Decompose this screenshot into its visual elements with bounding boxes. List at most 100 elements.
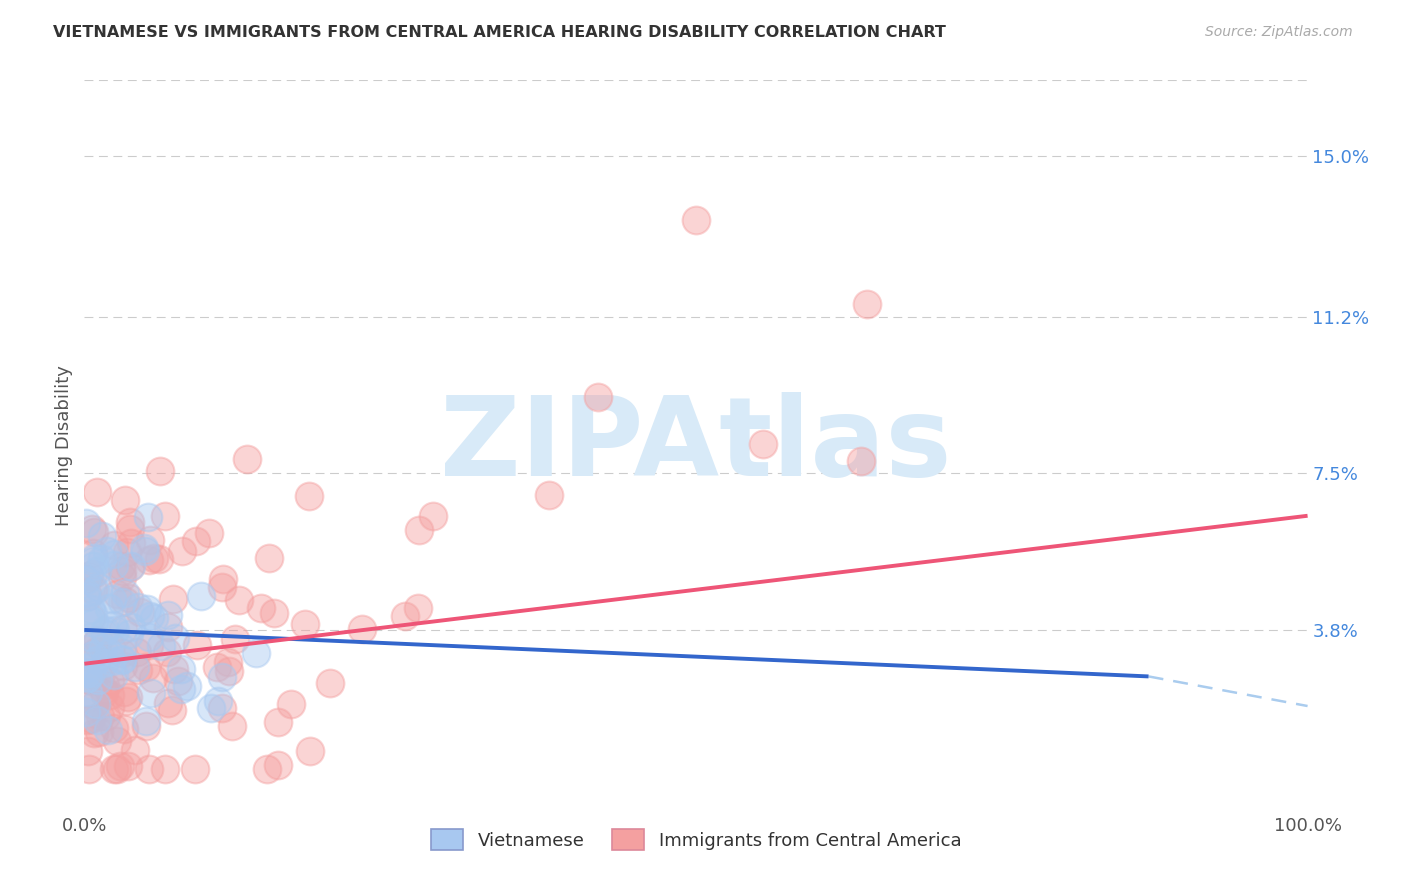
Point xyxy=(752,437,775,451)
Point xyxy=(138,630,160,644)
Point xyxy=(76,672,98,686)
Point xyxy=(198,526,221,541)
Point xyxy=(350,623,373,637)
Point xyxy=(103,558,125,572)
Point xyxy=(135,718,157,732)
Point xyxy=(124,743,146,757)
Point xyxy=(77,610,100,624)
Point xyxy=(100,640,122,654)
Point xyxy=(75,586,97,600)
Point xyxy=(100,654,122,668)
Text: ZIPAtlas: ZIPAtlas xyxy=(440,392,952,500)
Point xyxy=(163,631,186,645)
Point xyxy=(77,670,100,684)
Point xyxy=(83,525,105,540)
Point xyxy=(221,719,243,733)
Point xyxy=(105,763,128,777)
Point xyxy=(157,607,180,622)
Point xyxy=(256,763,278,777)
Point xyxy=(138,509,160,524)
Point xyxy=(82,582,104,597)
Point xyxy=(86,581,108,595)
Point xyxy=(82,607,104,621)
Point xyxy=(266,715,288,730)
Point xyxy=(112,723,135,737)
Point xyxy=(112,684,135,698)
Point xyxy=(110,559,132,574)
Point xyxy=(84,582,107,597)
Point xyxy=(167,674,190,689)
Point xyxy=(124,660,146,674)
Point xyxy=(586,390,609,404)
Point xyxy=(111,646,134,660)
Point xyxy=(162,703,184,717)
Point xyxy=(111,565,134,579)
Point xyxy=(394,609,416,624)
Point xyxy=(80,602,103,616)
Point xyxy=(135,660,157,674)
Point xyxy=(245,646,267,660)
Point xyxy=(205,660,228,674)
Point xyxy=(129,606,152,620)
Point xyxy=(143,610,166,624)
Point xyxy=(408,523,430,537)
Point xyxy=(76,661,98,675)
Point xyxy=(211,580,233,594)
Point xyxy=(75,573,97,587)
Point xyxy=(298,743,321,757)
Point xyxy=(93,686,115,700)
Point xyxy=(127,599,149,614)
Point xyxy=(135,714,157,728)
Point xyxy=(184,763,207,777)
Point xyxy=(86,485,108,500)
Text: Source: ZipAtlas.com: Source: ZipAtlas.com xyxy=(1205,25,1353,39)
Point xyxy=(86,713,108,727)
Point xyxy=(98,674,121,689)
Point xyxy=(162,592,184,607)
Point xyxy=(98,646,121,660)
Point xyxy=(117,690,139,704)
Point xyxy=(75,641,97,656)
Point xyxy=(86,643,108,657)
Point xyxy=(97,600,120,615)
Point xyxy=(224,632,246,647)
Legend: Vietnamese, Immigrants from Central America: Vietnamese, Immigrants from Central Amer… xyxy=(423,822,969,857)
Point xyxy=(94,623,117,637)
Point xyxy=(117,758,139,772)
Point xyxy=(212,572,235,586)
Point xyxy=(77,649,100,664)
Point xyxy=(75,672,97,686)
Point xyxy=(114,585,136,599)
Point xyxy=(319,676,342,690)
Point xyxy=(75,705,97,719)
Point xyxy=(176,679,198,693)
Point xyxy=(79,763,101,777)
Point xyxy=(94,709,117,723)
Point xyxy=(280,697,302,711)
Point xyxy=(120,559,142,574)
Point xyxy=(75,516,97,530)
Point xyxy=(82,566,104,581)
Point xyxy=(79,630,101,644)
Point xyxy=(86,636,108,650)
Point xyxy=(294,617,316,632)
Point xyxy=(114,594,136,608)
Point xyxy=(103,547,125,561)
Point xyxy=(156,645,179,659)
Point xyxy=(139,686,162,700)
Point xyxy=(118,516,141,530)
Point xyxy=(103,763,125,777)
Point xyxy=(93,656,115,670)
Point xyxy=(200,701,222,715)
Point xyxy=(103,721,125,735)
Point xyxy=(120,620,142,634)
Point xyxy=(115,694,138,708)
Point xyxy=(148,551,170,566)
Point xyxy=(111,653,134,667)
Point xyxy=(89,671,111,685)
Point xyxy=(83,615,105,629)
Point xyxy=(186,638,208,652)
Point xyxy=(142,671,165,685)
Point xyxy=(87,725,110,739)
Point xyxy=(90,529,112,543)
